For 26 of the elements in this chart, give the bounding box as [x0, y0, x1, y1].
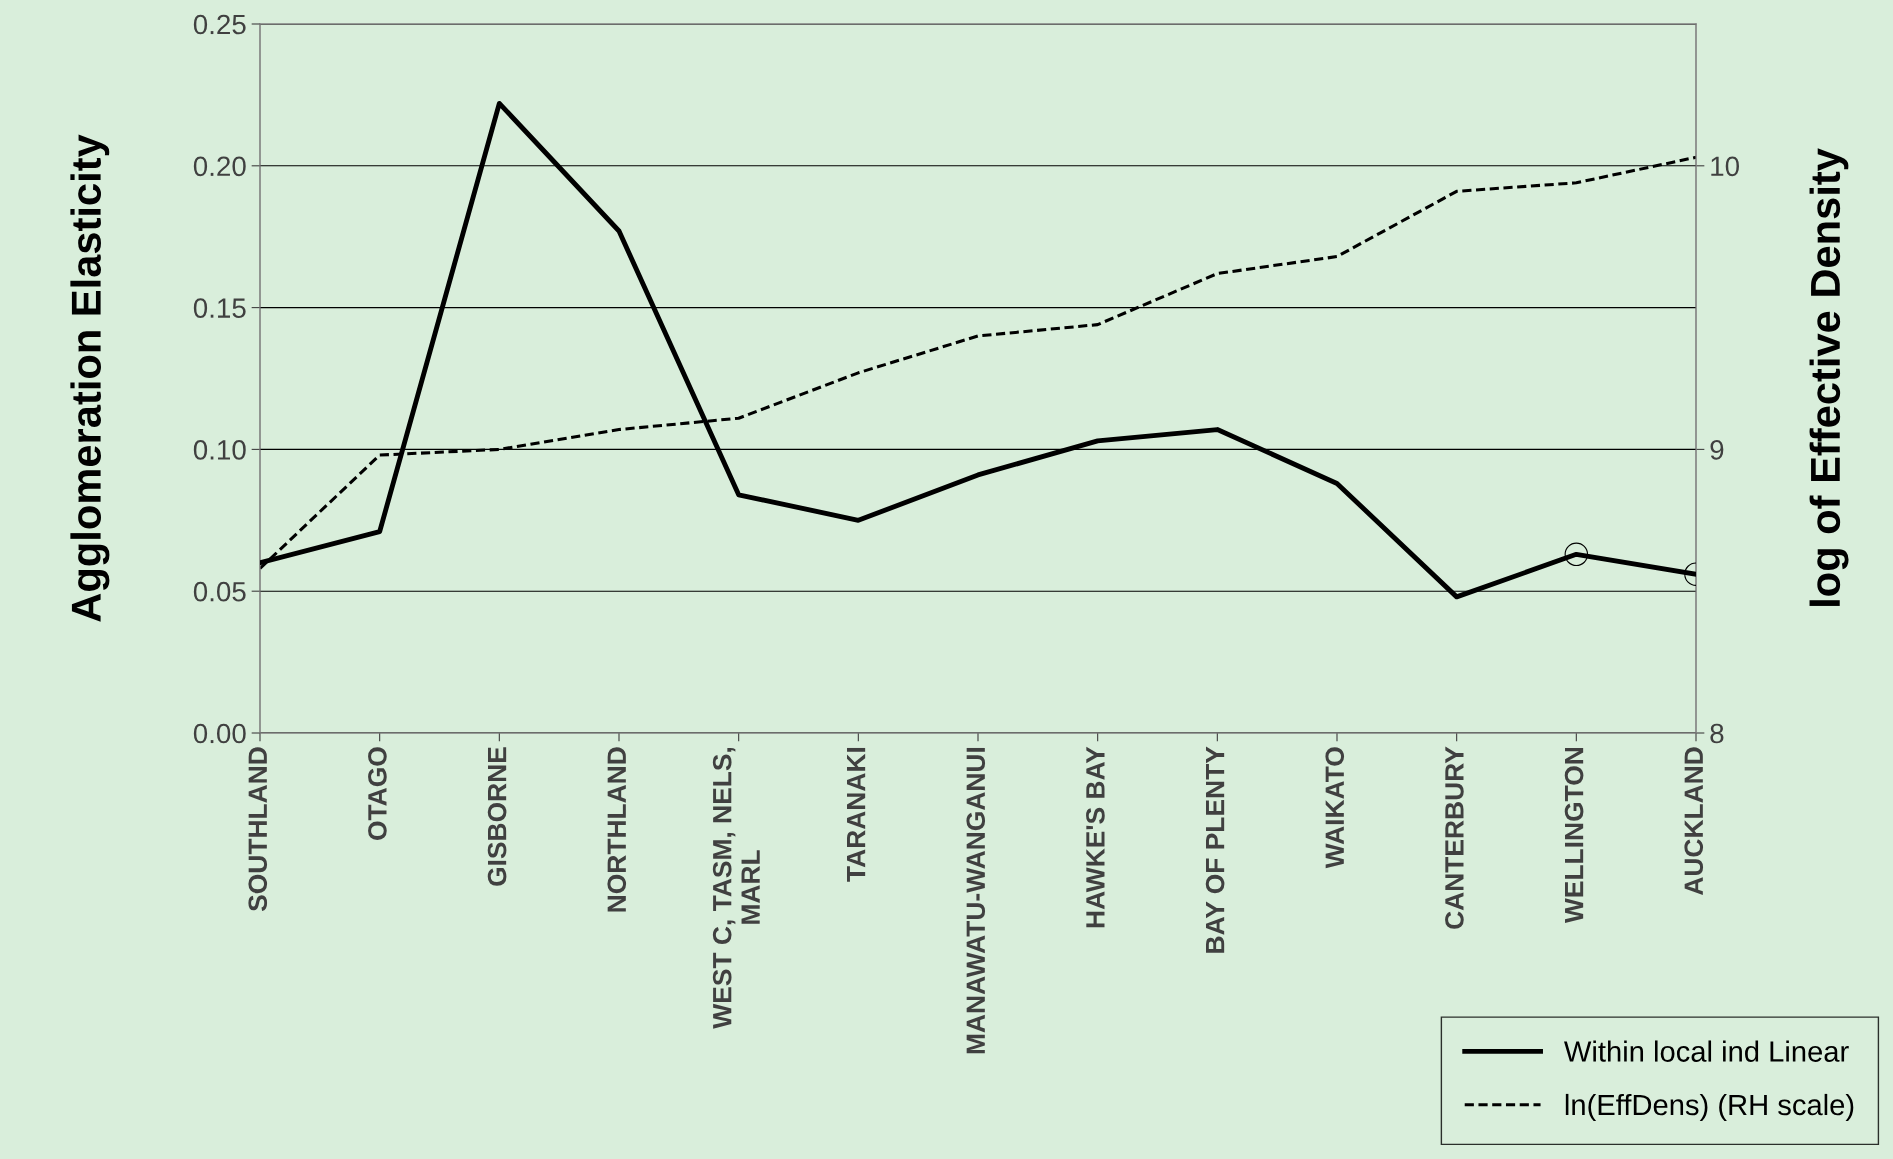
y-tick-label: 0.15 — [193, 298, 246, 318]
y2-tick-label: 8 — [1710, 723, 1724, 744]
y-tick-label: 0.05 — [193, 581, 246, 602]
y-axis-title: Agglomeration Elasticity — [70, 134, 110, 622]
y2-axis-title: log of Effective Density — [1809, 148, 1849, 606]
y-tick-label: 0.20 — [193, 156, 246, 177]
x-tick-label: TARANAKI — [847, 747, 866, 882]
legend-label: Within local ind Linear — [1564, 1040, 1849, 1062]
legend-label: ln(EffDens) (RH scale) — [1565, 1093, 1854, 1122]
x-tick-label: GISBORNE — [487, 747, 507, 886]
y2-tick-label: 10 — [1711, 156, 1740, 177]
y2-tick-label: 9 — [1710, 440, 1724, 460]
x-tick-label: OTAGO — [368, 747, 387, 840]
x-tick-label: NORTHLAND — [607, 747, 627, 912]
y-tick-label: 0.25 — [193, 14, 246, 35]
x-tick-label: CANTERBURY — [1445, 746, 1464, 929]
y-tick-label: 0.10 — [193, 440, 246, 460]
y-tick-label: 0.00 — [193, 723, 246, 744]
x-tick-label: BAY OF PLENTY — [1205, 746, 1225, 953]
x-tick-label: SOUTHLAND — [248, 747, 268, 912]
x-tick-label: MANAWATU-WANGANUI — [966, 747, 986, 1054]
x-tick-label: HAWKE'S BAY — [1086, 746, 1105, 928]
x-tick-label: WAIKATO — [1325, 747, 1345, 869]
x-tick-label: WELLINGTON — [1564, 747, 1584, 924]
x-tick-label: AUCKLAND — [1684, 747, 1704, 896]
x-tick-label: WEST C, TASM, NELS, MARL — [712, 747, 760, 1029]
